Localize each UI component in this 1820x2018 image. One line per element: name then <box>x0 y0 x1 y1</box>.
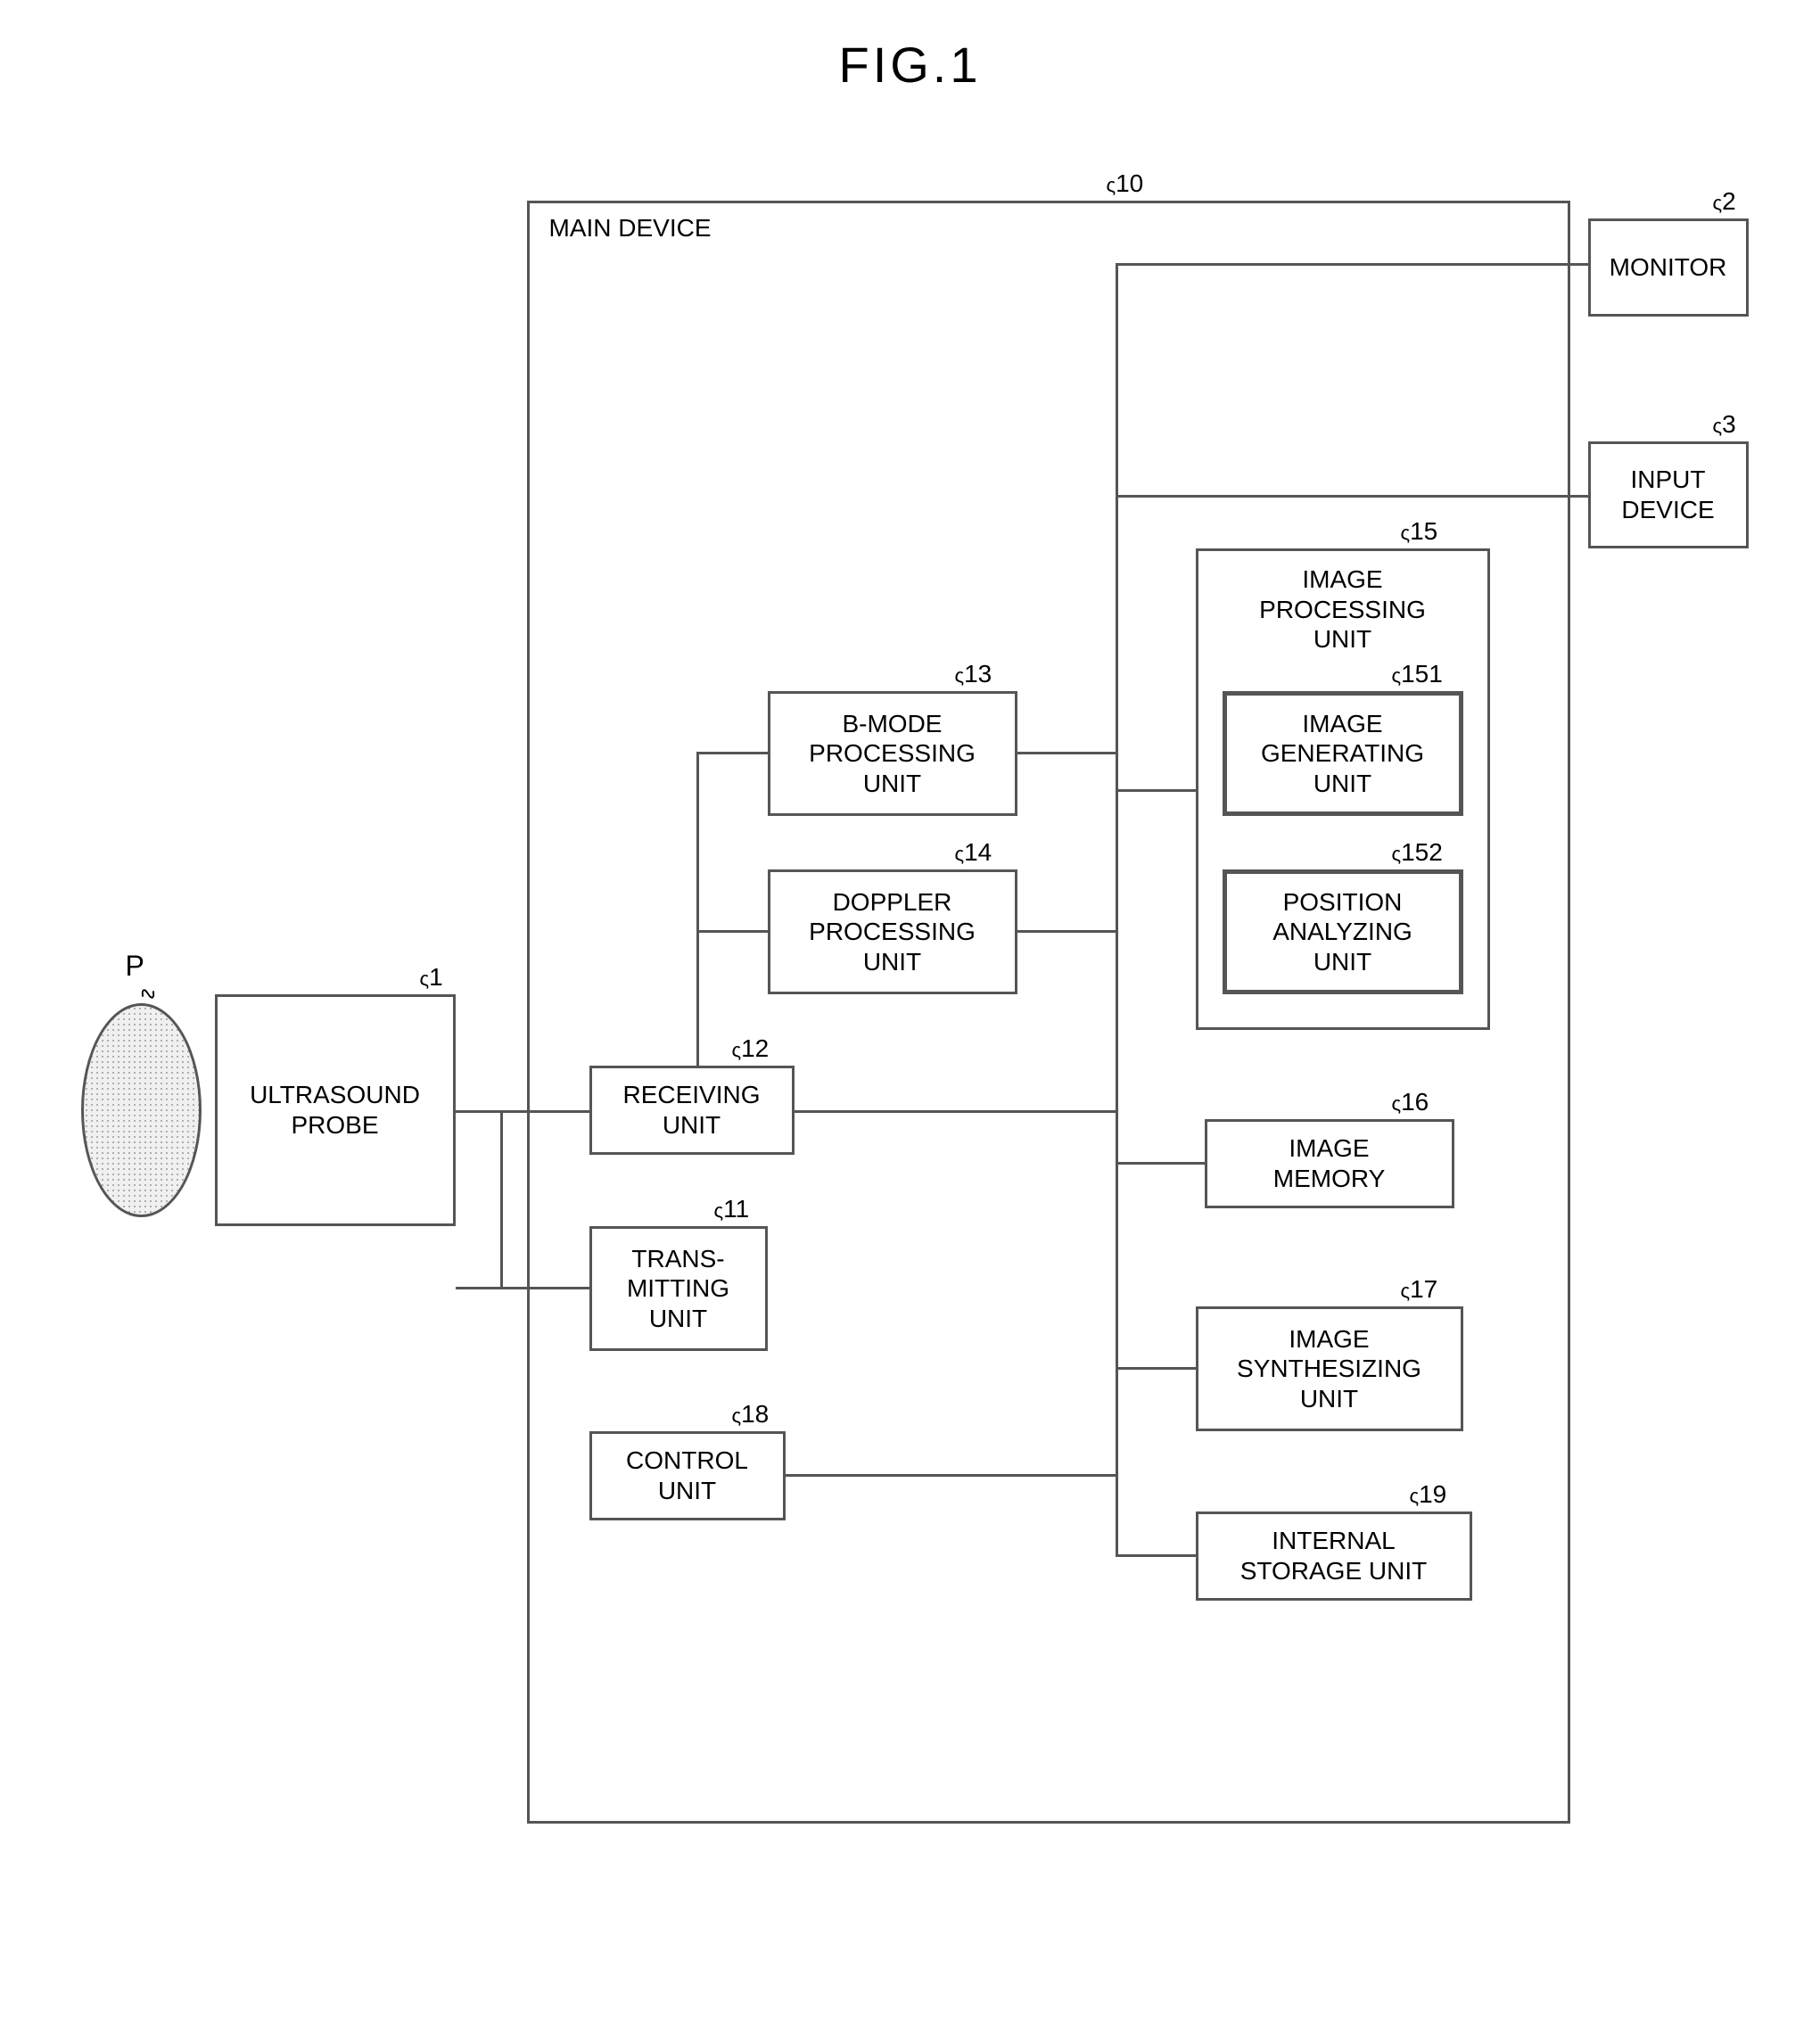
conn-monitor <box>1116 263 1588 266</box>
control-block: CONTROL UNIT <box>589 1431 786 1520</box>
transmitting-block: TRANS- MITTING UNIT <box>589 1226 768 1351</box>
monitor-block: MONITOR <box>1588 218 1749 317</box>
probe-block: ULTRASOUND PROBE <box>215 994 456 1226</box>
receiving-block: RECEIVING UNIT <box>589 1066 795 1155</box>
image-proc-ref: ς15 <box>1401 517 1438 546</box>
pos-analyze-ref: ς152 <box>1392 838 1443 867</box>
control-ref: ς18 <box>732 1400 770 1429</box>
image-gen-ref: ς151 <box>1392 660 1443 688</box>
input-device-ref: ς3 <box>1713 410 1736 439</box>
conn-storage-bus <box>1116 1554 1196 1557</box>
patient-ellipse <box>81 1003 202 1217</box>
diagram-canvas: P ∿ ULTRASOUND PROBE ς1 MAIN DEVICE ς10 … <box>63 165 1758 1859</box>
conn-probe-tx-h <box>456 1287 589 1289</box>
doppler-ref: ς14 <box>955 838 992 867</box>
monitor-ref: ς2 <box>1713 187 1736 216</box>
conn-probe-rx <box>456 1110 589 1113</box>
patient-label: P <box>126 950 144 983</box>
main-device-ref: ς10 <box>1107 169 1144 198</box>
bus-main <box>1116 263 1118 1556</box>
figure-title: FIG.1 <box>36 36 1784 94</box>
image-synth-ref: ς17 <box>1401 1275 1438 1304</box>
image-gen-block: IMAGE GENERATING UNIT <box>1223 691 1463 816</box>
input-device-block: INPUT DEVICE <box>1588 441 1749 548</box>
receiving-ref: ς12 <box>732 1034 770 1063</box>
image-synth-block: IMAGE SYNTHESIZING UNIT <box>1196 1306 1463 1431</box>
bmode-ref: ς13 <box>955 660 992 688</box>
conn-rx-vert <box>696 754 699 1066</box>
image-mem-block: IMAGE MEMORY <box>1205 1119 1454 1208</box>
conn-rx-doppler <box>696 930 768 933</box>
main-device-label: MAIN DEVICE <box>549 214 712 243</box>
storage-block: INTERNAL STORAGE UNIT <box>1196 1511 1472 1601</box>
conn-probe-v <box>500 1110 503 1289</box>
conn-rx-bmode <box>696 752 768 754</box>
doppler-block: DOPPLER PROCESSING UNIT <box>768 869 1017 994</box>
conn-input <box>1116 495 1588 498</box>
conn-imgproc-bus <box>1116 789 1196 792</box>
conn-imgsynth-bus <box>1116 1367 1196 1370</box>
conn-control-bus <box>786 1474 1116 1477</box>
probe-ref: ς1 <box>420 963 443 992</box>
conn-doppler-bus <box>1017 930 1116 933</box>
bmode-block: B-MODE PROCESSING UNIT <box>768 691 1017 816</box>
conn-imgmem-bus <box>1116 1162 1205 1165</box>
pos-analyze-block: POSITION ANALYZING UNIT <box>1223 869 1463 994</box>
transmitting-ref: ς11 <box>714 1195 750 1223</box>
storage-ref: ς19 <box>1410 1480 1447 1509</box>
conn-rx-bus <box>795 1110 1116 1113</box>
image-mem-ref: ς16 <box>1392 1088 1429 1116</box>
conn-bmode-bus <box>1017 752 1116 754</box>
